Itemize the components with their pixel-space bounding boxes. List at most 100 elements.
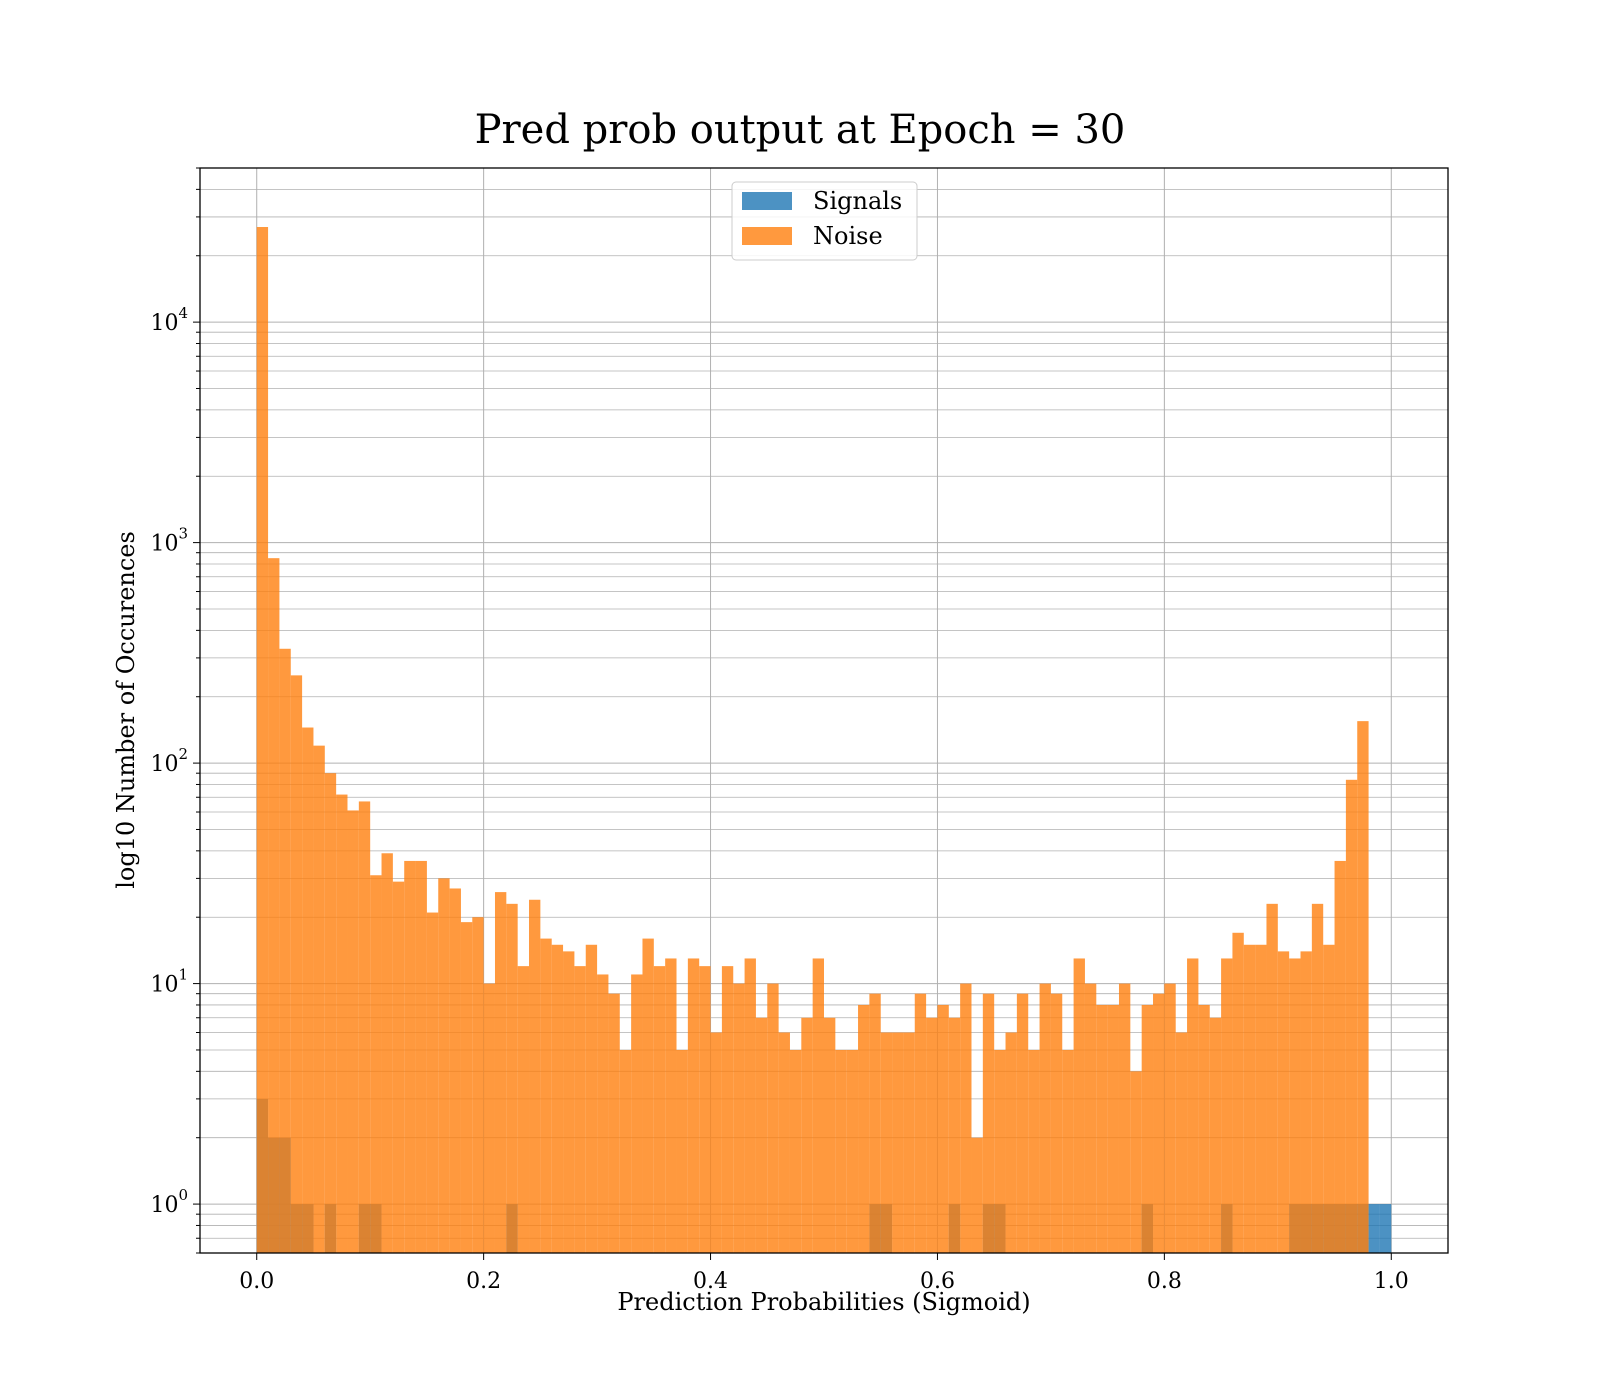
- noise-bar: [392, 881, 405, 1253]
- noise-bar: [733, 983, 745, 1253]
- noise-bar: [960, 983, 972, 1253]
- noise-bar: [313, 745, 325, 1253]
- noise-bar: [381, 853, 393, 1253]
- noise-bar: [1062, 1049, 1074, 1253]
- noise-bar: [892, 1032, 904, 1253]
- noise-bar: [1334, 860, 1346, 1253]
- y-tick-base: 10: [150, 1193, 178, 1218]
- noise-bar: [1130, 1071, 1142, 1253]
- x-tick-label: 0.6: [920, 1269, 955, 1294]
- noise-bar: [608, 993, 620, 1253]
- x-axis-label: Prediction Probabilities (Sigmoid): [617, 1288, 1030, 1316]
- y-tick-base: 10: [150, 532, 178, 557]
- noise-bar: [324, 773, 337, 1253]
- noise-bar: [846, 1049, 859, 1253]
- x-tick-label: 0.8: [1147, 1269, 1182, 1294]
- noise-bar: [948, 1017, 961, 1253]
- noise-bar: [869, 993, 881, 1253]
- y-tick-exponent: 4: [178, 304, 188, 322]
- noise-bar: [472, 917, 484, 1253]
- noise-bar: [529, 899, 541, 1253]
- noise-bar: [256, 227, 269, 1253]
- legend-noise-swatch: [742, 227, 792, 245]
- noise-bar: [767, 983, 779, 1253]
- noise-bar: [302, 727, 314, 1253]
- noise-bar: [585, 944, 598, 1253]
- x-tick-label: 0.4: [693, 1269, 728, 1294]
- noise-bar: [824, 1017, 836, 1253]
- noise-bar: [1187, 958, 1199, 1253]
- noise-bar: [642, 938, 654, 1253]
- noise-bar: [812, 958, 824, 1253]
- legend: Signals Noise: [731, 181, 918, 261]
- noise-bar: [517, 966, 530, 1253]
- noise-bar: [858, 1004, 870, 1253]
- noise-bar: [1153, 993, 1165, 1253]
- noise-bar: [1198, 1004, 1210, 1253]
- chart-title: Pred prob output at Epoch = 30: [475, 107, 1126, 153]
- noise-bar: [460, 922, 473, 1253]
- noise-bar: [699, 966, 711, 1253]
- y-tick-exponent: 0: [178, 1186, 188, 1204]
- y-tick-label: 103: [150, 525, 188, 557]
- noise-bar: [982, 993, 995, 1253]
- noise-bar: [1164, 983, 1176, 1253]
- legend-signals-label: Signals: [813, 187, 902, 215]
- noise-bar: [880, 1032, 893, 1253]
- noise-bar: [710, 1032, 722, 1253]
- noise-bar: [1221, 958, 1233, 1253]
- noise-bar: [1232, 932, 1244, 1253]
- noise-bar: [506, 903, 518, 1253]
- noise-bar: [279, 648, 291, 1253]
- noise-bar: [1289, 958, 1301, 1253]
- signals-bar: [1368, 1204, 1380, 1253]
- noise-bar: [290, 675, 303, 1253]
- noise-bar: [994, 1049, 1006, 1253]
- noise-bar: [1073, 958, 1085, 1253]
- noise-bar: [926, 1017, 938, 1253]
- noise-bar: [1118, 983, 1131, 1253]
- noise-bar: [1277, 951, 1290, 1253]
- noise-bar: [937, 1004, 949, 1253]
- noise-bar: [1345, 779, 1358, 1253]
- noise-bar: [268, 558, 280, 1253]
- noise-bar: [1266, 903, 1278, 1253]
- noise-bar: [1255, 944, 1267, 1253]
- noise-bar: [1084, 983, 1097, 1253]
- noise-bar: [1107, 1004, 1119, 1253]
- noise-bar: [540, 938, 552, 1253]
- noise-bar: [574, 966, 586, 1253]
- noise-bar: [721, 966, 734, 1253]
- noise-bar: [1096, 1004, 1108, 1253]
- noise-bar: [551, 944, 564, 1253]
- x-tick-label: 0.2: [466, 1269, 501, 1294]
- noise-bar: [1028, 1049, 1040, 1253]
- noise-bar: [778, 1032, 790, 1253]
- y-tick-label: 102: [150, 745, 188, 777]
- y-tick-base: 10: [150, 973, 178, 998]
- noise-bar: [789, 1049, 802, 1253]
- noise-bar: [801, 1017, 813, 1253]
- y-tick-base: 10: [150, 311, 178, 336]
- noise-bar: [835, 1049, 847, 1253]
- noise-bar: [631, 974, 643, 1253]
- legend-signals-swatch: [742, 192, 792, 210]
- noise-bar: [676, 1049, 688, 1253]
- plot-frame: [199, 167, 1449, 1254]
- histogram-bars: [256, 227, 1392, 1253]
- noise-bar: [687, 958, 700, 1253]
- noise-bar: [1016, 993, 1029, 1253]
- noise-bar: [449, 888, 461, 1253]
- noise-bar: [1175, 1032, 1188, 1253]
- noise-bar: [415, 860, 427, 1253]
- noise-bar: [755, 1017, 768, 1253]
- noise-bar: [971, 1137, 983, 1253]
- y-tick-exponent: 3: [178, 525, 188, 543]
- x-tick-label: 1.0: [1374, 1269, 1409, 1294]
- x-tick-label: 0.0: [239, 1269, 274, 1294]
- noise-bar: [358, 801, 371, 1253]
- noise-bar: [1311, 903, 1324, 1253]
- y-tick-base: 10: [150, 752, 178, 777]
